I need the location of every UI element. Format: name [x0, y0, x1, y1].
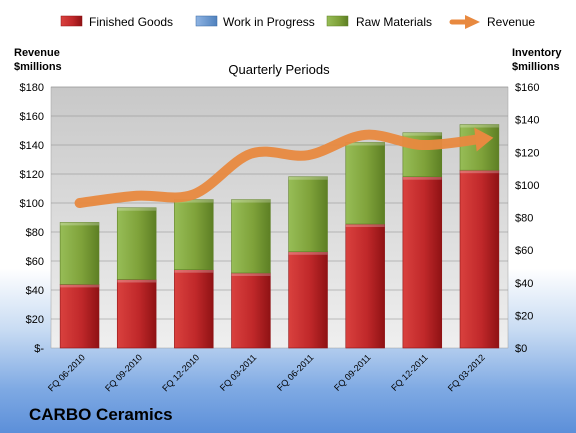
bars: [59, 124, 500, 349]
bar-raw-materials: [231, 199, 271, 274]
legend: Finished Goods Work in Progress Raw Mate…: [60, 15, 535, 29]
x-tick-label: FQ 03-2012: [446, 352, 487, 393]
left-axis-title-line2: $millions: [14, 61, 62, 73]
left-axis-title-line1: Revenue: [14, 47, 60, 59]
right-tick-label: $140: [515, 115, 539, 127]
bar-cap-finished-goods: [117, 279, 157, 283]
legend-swatch-finished-goods: [60, 15, 83, 27]
x-tick-label: FQ 03-2011: [218, 352, 259, 393]
right-tick-label: $80: [515, 213, 533, 225]
right-tick-label: $60: [515, 245, 533, 257]
right-tick-label: $160: [515, 82, 539, 94]
bar-cap-finished-goods: [460, 170, 499, 174]
chart-subtitle: Quarterly Periods: [228, 62, 330, 77]
left-tick-labels: $- $20 $40 $60 $80 $100 $120 $140 $160 $180: [20, 82, 45, 355]
bar-cap-raw-materials: [60, 222, 99, 226]
right-tick-label: $20: [515, 310, 533, 322]
bar-cap-raw-materials: [345, 142, 385, 146]
legend-label-finished-goods: Finished Goods: [89, 15, 173, 29]
right-tick-label: $100: [515, 180, 539, 192]
right-axis-title-line1: Inventory: [512, 47, 562, 59]
bar-raw-materials: [59, 222, 100, 285]
legend-swatch-revenue: [449, 15, 480, 29]
left-tick-label: $120: [20, 169, 44, 181]
x-tick-label: FQ 09-2011: [332, 352, 373, 393]
bar-cap-finished-goods: [288, 251, 328, 255]
x-tick-label: FQ 06-2010: [46, 352, 87, 393]
left-tick-label: $60: [26, 256, 44, 268]
bar-cap-raw-materials: [117, 207, 157, 211]
x-tick-label: FQ 09-2010: [103, 352, 144, 393]
bar-cap-finished-goods: [60, 284, 99, 288]
right-tick-label: $120: [515, 147, 539, 159]
legend-swatch-work-in-progress: [195, 15, 218, 27]
bar-raw-materials: [174, 199, 214, 270]
bar-raw-materials: [116, 207, 157, 280]
left-tick-label: $-: [34, 343, 44, 355]
revenue-line-layer: [74, 127, 494, 208]
right-tick-labels: $0 $20 $40 $60 $80 $100 $120 $140 $160: [515, 82, 539, 355]
bar-cap-finished-goods: [402, 176, 442, 180]
left-tick-label: $140: [20, 140, 44, 152]
bar-cap-raw-materials: [288, 176, 328, 180]
left-tick-label: $80: [26, 227, 44, 239]
right-tick-label: $0: [515, 343, 527, 355]
bar-finished-goods: [59, 284, 100, 349]
legend-swatch-raw-materials: [326, 15, 349, 27]
left-tick-label: $20: [26, 314, 44, 326]
bar-finished-goods: [345, 223, 385, 349]
bar-cap-finished-goods: [231, 272, 271, 276]
bar-cap-raw-materials: [231, 199, 271, 203]
x-tick-label: FQ 12-2011: [389, 352, 430, 393]
left-tick-label: $100: [20, 198, 44, 210]
company-name: CARBO Ceramics: [29, 405, 173, 424]
x-tick-label: FQ 06-2011: [275, 352, 316, 393]
bar-finished-goods: [116, 279, 157, 349]
legend-label-raw-materials: Raw Materials: [356, 15, 432, 29]
bar-finished-goods: [402, 176, 443, 349]
legend-label-revenue: Revenue: [487, 15, 535, 29]
bar-finished-goods: [231, 272, 271, 349]
legend-label-work-in-progress: Work in Progress: [223, 15, 315, 29]
bar-cap-raw-materials: [402, 132, 442, 136]
bar-raw-materials: [288, 176, 328, 253]
bar-raw-materials: [345, 142, 385, 225]
bar-cap-raw-materials: [174, 199, 214, 203]
x-tick-labels: FQ 06-2010 FQ 09-2010 FQ 12-2010 FQ 03-2011…: [46, 352, 487, 393]
left-tick-label: $180: [20, 82, 44, 94]
revenue-line: [74, 129, 485, 208]
bar-cap-finished-goods: [174, 269, 214, 273]
left-tick-label: $160: [20, 111, 44, 123]
revenue-arrowhead: [474, 127, 494, 152]
bar-finished-goods: [459, 169, 500, 349]
left-tick-label: $40: [26, 285, 44, 297]
x-tick-label: FQ 12-2010: [160, 352, 201, 393]
right-axis-title-line2: $millions: [512, 61, 560, 73]
bar-finished-goods: [288, 251, 328, 349]
right-tick-label: $40: [515, 278, 533, 290]
bar-cap-raw-materials: [460, 124, 499, 128]
bar-finished-goods: [174, 269, 214, 349]
bar-cap-finished-goods: [345, 224, 385, 228]
